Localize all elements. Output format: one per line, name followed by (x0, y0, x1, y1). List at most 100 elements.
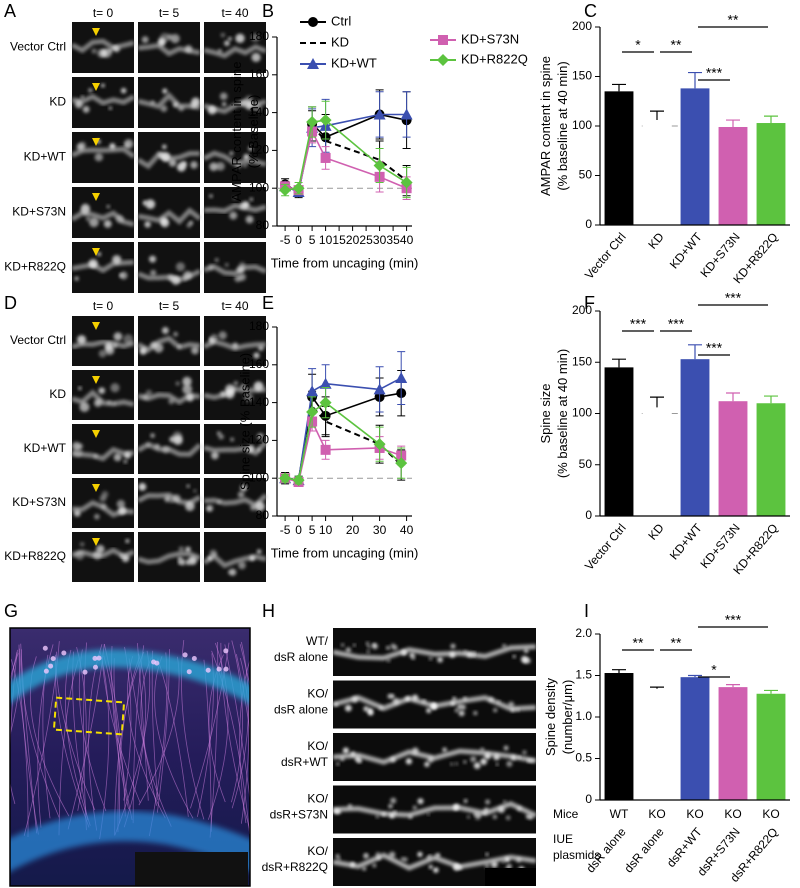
spine (258, 345, 264, 352)
dendrite (332, 748, 537, 765)
spine (372, 863, 377, 868)
spine (162, 88, 168, 94)
x-tick-label: 0 (295, 523, 302, 537)
spine (217, 48, 222, 53)
spine (508, 701, 515, 708)
micrograph-background (72, 424, 134, 474)
spine (218, 331, 227, 340)
x-axis-label: Time from uncaging (min) (271, 255, 419, 270)
spine (124, 451, 131, 459)
spine (119, 553, 124, 558)
micrograph (203, 478, 268, 528)
spine (230, 437, 235, 442)
spine (120, 87, 127, 94)
marker (306, 385, 319, 397)
spine (485, 799, 491, 805)
spine (191, 346, 199, 355)
bar (680, 88, 710, 225)
y-tick-label: 180 (249, 319, 269, 333)
y-tick-label: 100 (572, 118, 592, 132)
region-outline (52, 696, 126, 736)
column-header: t= 40 (221, 6, 248, 20)
spine (182, 384, 193, 395)
significance-label: ** (728, 12, 739, 28)
spine (381, 812, 386, 816)
spine (437, 656, 443, 663)
spine (102, 48, 112, 58)
spine (144, 221, 151, 228)
spine (79, 541, 85, 547)
spine (472, 654, 476, 658)
spine (224, 40, 230, 47)
arrowhead (92, 138, 100, 146)
spine (455, 762, 458, 766)
soma (82, 669, 88, 675)
dendrite (137, 91, 201, 111)
spine (505, 815, 511, 820)
micrograph (203, 22, 267, 73)
spine (162, 445, 170, 454)
x-tick-label: 20 (346, 233, 360, 247)
neurite (123, 653, 147, 828)
column-header: t= 5 (159, 299, 180, 313)
spine (520, 655, 528, 663)
x-tick-label: 10 (319, 233, 333, 247)
y-tick-label: 150 (572, 69, 592, 83)
spine (146, 443, 150, 448)
marker (319, 377, 332, 389)
x-tick-label: 20 (346, 523, 360, 537)
spine (113, 332, 123, 341)
spine (141, 36, 149, 44)
spine (249, 197, 254, 202)
spine (220, 391, 226, 397)
x-tick-label: KD+WT (667, 520, 705, 562)
spine (237, 491, 245, 498)
dendrite (71, 339, 135, 350)
spine (484, 752, 491, 760)
significance-label: ** (671, 37, 682, 53)
spine (183, 277, 187, 282)
marker (279, 472, 292, 485)
spine (170, 499, 174, 504)
spine (495, 763, 499, 766)
neurite (209, 641, 219, 838)
spine (506, 760, 513, 767)
spine (463, 799, 468, 803)
spine (145, 199, 156, 209)
row-label: KD+S73N (12, 495, 66, 509)
spine (235, 163, 241, 169)
marker (373, 438, 386, 451)
row-label: KD+S73N (12, 205, 66, 219)
spine (115, 214, 124, 224)
spine (340, 643, 345, 647)
spine (350, 751, 356, 757)
spine (422, 699, 426, 703)
spine (113, 453, 122, 462)
neurite (10, 651, 18, 691)
bar (604, 91, 634, 225)
spine (453, 864, 460, 871)
spine (386, 646, 390, 650)
bar (756, 123, 786, 225)
micrograph (71, 370, 135, 420)
spine (253, 352, 260, 359)
y-tick-label: 2.0 (575, 626, 592, 640)
significance-label: *** (725, 612, 742, 628)
x-tick-label: Vector Ctrl (582, 521, 629, 573)
dendrite (203, 203, 267, 214)
spine (390, 694, 395, 699)
spine (480, 747, 485, 752)
spine (450, 643, 456, 649)
marker (320, 444, 331, 455)
spine (516, 708, 520, 712)
spine (497, 700, 501, 704)
x-tick-label: -5 (280, 233, 291, 247)
bar (642, 120, 672, 225)
spine (221, 101, 227, 107)
spine (367, 645, 371, 649)
neurite (117, 657, 140, 833)
spine (112, 343, 118, 348)
spine (390, 643, 397, 650)
neurite (190, 642, 230, 809)
soma (182, 652, 188, 658)
